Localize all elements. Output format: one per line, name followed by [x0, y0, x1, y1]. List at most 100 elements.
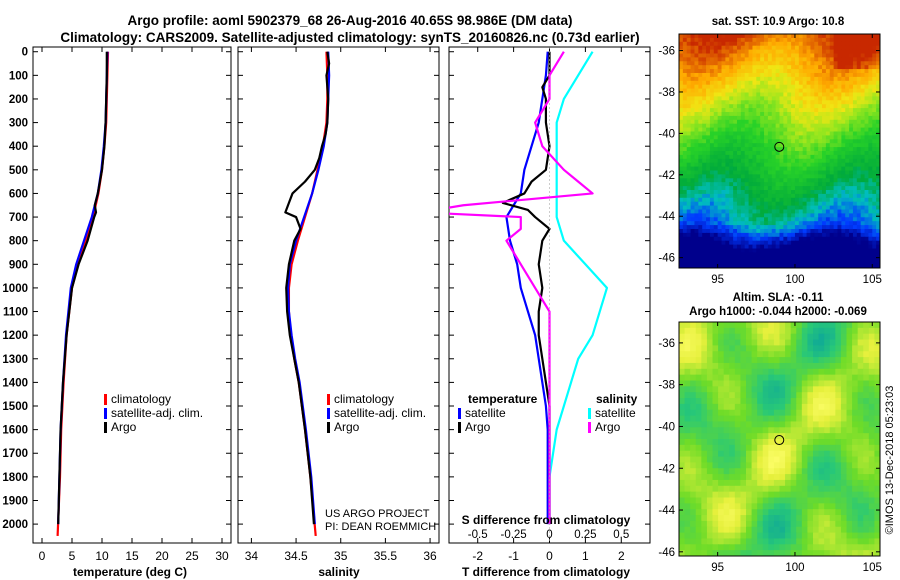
map-cell	[712, 450, 719, 458]
map-cell	[682, 139, 688, 144]
map-cell	[868, 190, 873, 195]
map-cell	[721, 115, 726, 121]
map-cell	[717, 186, 723, 191]
map-cell	[835, 497, 842, 504]
map-cell	[718, 357, 725, 364]
map-cell	[718, 392, 725, 399]
map-cell	[796, 497, 803, 504]
map-cell	[829, 433, 836, 440]
map-cell	[773, 532, 781, 540]
map-cell	[813, 380, 820, 387]
map-cell	[725, 197, 730, 203]
map-cell	[857, 532, 864, 540]
map-cell	[825, 123, 831, 129]
map-cell	[679, 479, 686, 487]
map-cell	[852, 380, 859, 387]
map-cell	[876, 53, 880, 58]
y-tick-label: 1300	[2, 354, 28, 366]
map-cell	[822, 41, 827, 47]
map-cell	[833, 108, 839, 113]
x-tick-label: -2	[472, 549, 483, 563]
map-cell	[734, 345, 742, 352]
map-cell	[860, 135, 866, 140]
map-cell	[801, 403, 809, 411]
map-cell	[787, 112, 792, 117]
map-cell	[679, 491, 686, 499]
map-cell	[733, 232, 738, 238]
map-cell	[748, 80, 754, 86]
map-cell	[849, 147, 854, 152]
map-cell	[872, 112, 877, 117]
map-cell	[829, 37, 835, 43]
map-cell	[694, 80, 699, 86]
map-cell	[706, 123, 711, 129]
map-cell	[713, 73, 719, 78]
map-cell	[840, 409, 848, 417]
map-cell	[762, 538, 769, 545]
map-cell	[814, 108, 819, 113]
map-cell	[806, 186, 812, 191]
map-cell	[841, 49, 846, 55]
map-cell	[852, 479, 859, 487]
map-cell	[729, 520, 736, 528]
map-cell	[802, 158, 808, 164]
map-cell	[876, 244, 880, 250]
map-cell	[740, 260, 746, 265]
map-cell	[734, 515, 742, 522]
map-cell	[713, 244, 719, 250]
map-cell	[849, 151, 854, 156]
map-cell	[756, 37, 761, 43]
map-cell	[810, 151, 815, 156]
map-cell	[860, 57, 866, 62]
map-cell	[773, 462, 781, 469]
map-cell	[791, 178, 796, 183]
map-cell	[752, 162, 757, 168]
map-cell	[876, 37, 880, 43]
map-cell	[852, 201, 858, 207]
map-cell	[802, 162, 808, 168]
map-cell	[818, 69, 823, 74]
map-cell	[796, 421, 803, 428]
map-cell	[874, 333, 880, 341]
map-cell	[695, 380, 702, 387]
map-cell	[779, 421, 786, 428]
map-cell	[813, 450, 820, 458]
map-cell	[798, 154, 804, 160]
map-cell	[814, 229, 819, 234]
map-cell	[740, 205, 746, 211]
map-cell	[756, 112, 761, 117]
map-cell	[706, 450, 714, 458]
map-cell	[684, 509, 691, 516]
map-cell	[690, 421, 697, 428]
map-cell	[807, 456, 814, 463]
map-cell	[852, 327, 859, 335]
map-cell	[798, 178, 804, 183]
map-cell	[802, 193, 808, 199]
map-cell	[783, 166, 788, 172]
map-cell	[810, 225, 815, 230]
map-cell	[775, 174, 781, 179]
map-cell	[876, 232, 880, 238]
map-cell	[798, 236, 804, 242]
map-cell	[840, 550, 848, 556]
map-cell	[684, 532, 691, 540]
map-cell	[762, 322, 769, 329]
map-cell	[837, 139, 842, 144]
map-cell	[775, 49, 781, 55]
map-cell	[841, 100, 846, 105]
map-cell	[686, 61, 692, 66]
map-cell	[860, 244, 866, 250]
map-cell	[810, 53, 815, 58]
map-cell	[690, 135, 696, 140]
map-cell	[717, 236, 723, 242]
map-cell	[779, 151, 784, 156]
map-cell	[744, 96, 750, 101]
map-cell	[733, 100, 738, 105]
map-cell	[701, 532, 708, 540]
map-cell	[698, 197, 703, 203]
map-cell	[779, 244, 784, 250]
map-cell	[717, 166, 723, 172]
map-cell	[876, 76, 880, 82]
map-cell	[712, 357, 719, 364]
map-cell	[779, 362, 786, 370]
